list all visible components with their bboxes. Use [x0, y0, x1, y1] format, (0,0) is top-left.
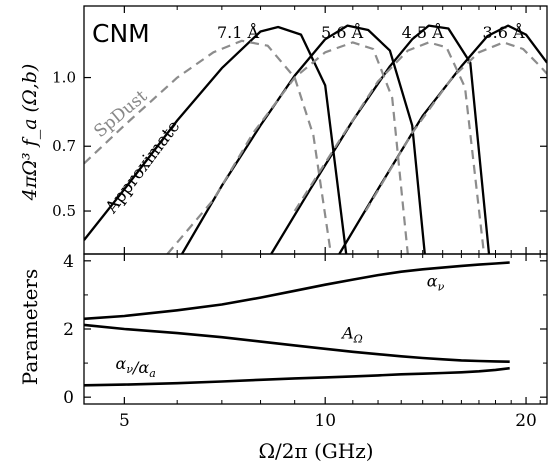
- spdust-curve-1: [166, 41, 409, 254]
- approx-curve-2: [270, 24, 491, 254]
- approx-curve-3: [338, 24, 547, 254]
- parameter-curve-0: [84, 261, 510, 321]
- curve-label: 7.1 Å: [217, 22, 260, 42]
- parameter-curve-2: [84, 366, 510, 387]
- x-tick-label: 10: [314, 411, 336, 431]
- parameter-label: αν: [427, 271, 445, 293]
- bottom-panel-labels: 5 10 20 0 2 4 αν AΩ αν/αa: [63, 252, 537, 431]
- annotation-spdust: SpDust: [90, 86, 151, 142]
- bottom-panel-frame: [83, 253, 548, 405]
- x-tick-label: 20: [515, 411, 537, 431]
- y-tick-label: 0: [63, 388, 74, 408]
- y-tick-label: 4: [63, 252, 74, 272]
- parameter-curve-1: [84, 323, 510, 363]
- top-panel-curves: [84, 24, 547, 254]
- x-axis-label: Ω/2π (GHz): [258, 439, 373, 463]
- bottom-panel-curves: [84, 261, 510, 387]
- approx-curve-1: [181, 24, 426, 254]
- bottom-y-axis-label: Parameters: [18, 269, 42, 385]
- x-tick-label: 5: [119, 411, 130, 431]
- y-tick-label: 2: [63, 320, 74, 340]
- curve-label: 5.6 Å: [321, 22, 364, 42]
- y-tick-label: 1.0: [52, 69, 76, 87]
- approx-curve-0: [84, 25, 348, 254]
- top-y-axis-label: 4πΩ³ f_a (Ω,b): [19, 64, 41, 202]
- parameter-label: αν/αa: [116, 354, 156, 380]
- spdust-curve-3: [364, 41, 547, 212]
- parameter-label: AΩ: [340, 324, 363, 346]
- bottom-panel-ticks: [84, 254, 547, 404]
- spdust-curve-2: [293, 41, 486, 254]
- panel-label-cnm: CNM: [92, 19, 150, 48]
- y-tick-label: 0.5: [52, 202, 76, 220]
- top-panel-ticks: [84, 6, 547, 254]
- curve-label: 4.5 Å: [402, 22, 445, 42]
- spdust-curve-0: [84, 39, 332, 254]
- curve-label: 3.6 Å: [482, 22, 525, 42]
- top-panel-labels: 7.1 Å 5.6 Å 4.5 Å 3.6 Å 0.5 0.7 1.0: [52, 22, 525, 220]
- y-tick-label: 0.7: [52, 137, 76, 155]
